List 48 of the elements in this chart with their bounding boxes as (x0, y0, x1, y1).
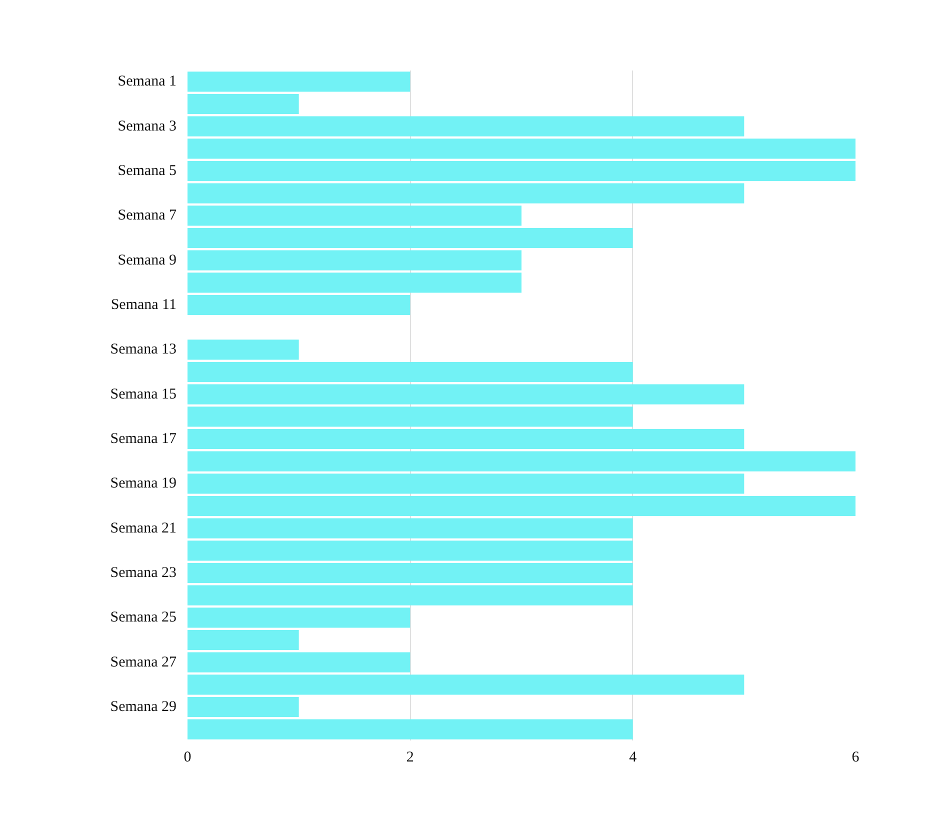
x-tick-label: 0 (184, 750, 192, 766)
y-tick-label: Semana 15 (110, 386, 176, 402)
bar (188, 384, 744, 404)
bar (188, 652, 410, 672)
y-tick-label: Semana 27 (110, 654, 177, 670)
x-tick-label: 6 (852, 750, 860, 766)
y-tick-label: Semana 23 (110, 565, 176, 581)
bar (188, 719, 633, 740)
bar (188, 228, 633, 248)
bar (188, 630, 299, 650)
y-tick-label: Semana 11 (110, 297, 177, 313)
y-tick-label: Semana 3 (118, 118, 176, 134)
x-tick-label: 4 (629, 750, 638, 766)
bar (188, 183, 744, 204)
bar (188, 562, 633, 584)
bar (188, 160, 856, 182)
y-tick-label: Semana 7 (118, 208, 177, 224)
bar (188, 94, 299, 114)
y-tick-label: Semana 5 (118, 163, 176, 179)
y-tick-label: Semana 9 (118, 252, 176, 268)
bar (188, 428, 744, 450)
y-tick-label: Semana 13 (110, 342, 176, 358)
bar (188, 294, 410, 316)
bar (188, 540, 633, 561)
bar (188, 496, 856, 516)
y-tick-label: Semana 17 (110, 431, 177, 447)
y-tick-label: Semana 29 (110, 699, 176, 715)
bar (188, 406, 633, 427)
bar (188, 138, 856, 159)
y-tick-label: Semana 25 (110, 610, 176, 626)
bar (188, 272, 522, 293)
y-tick-label: Semana 1 (118, 74, 176, 90)
bar (188, 608, 410, 628)
bar (188, 474, 744, 494)
bar (188, 585, 633, 606)
bar (188, 696, 299, 718)
y-tick-label: Semana 21 (110, 520, 176, 536)
y-tick-label: Semana 19 (110, 476, 176, 492)
bar (188, 518, 633, 538)
bar (188, 250, 522, 270)
bar (188, 451, 856, 472)
bar (188, 340, 299, 360)
bar (188, 116, 744, 136)
bar (188, 72, 410, 92)
bar (188, 206, 522, 226)
bar (188, 674, 744, 695)
x-tick-label: 2 (406, 750, 414, 766)
bar (188, 362, 633, 382)
